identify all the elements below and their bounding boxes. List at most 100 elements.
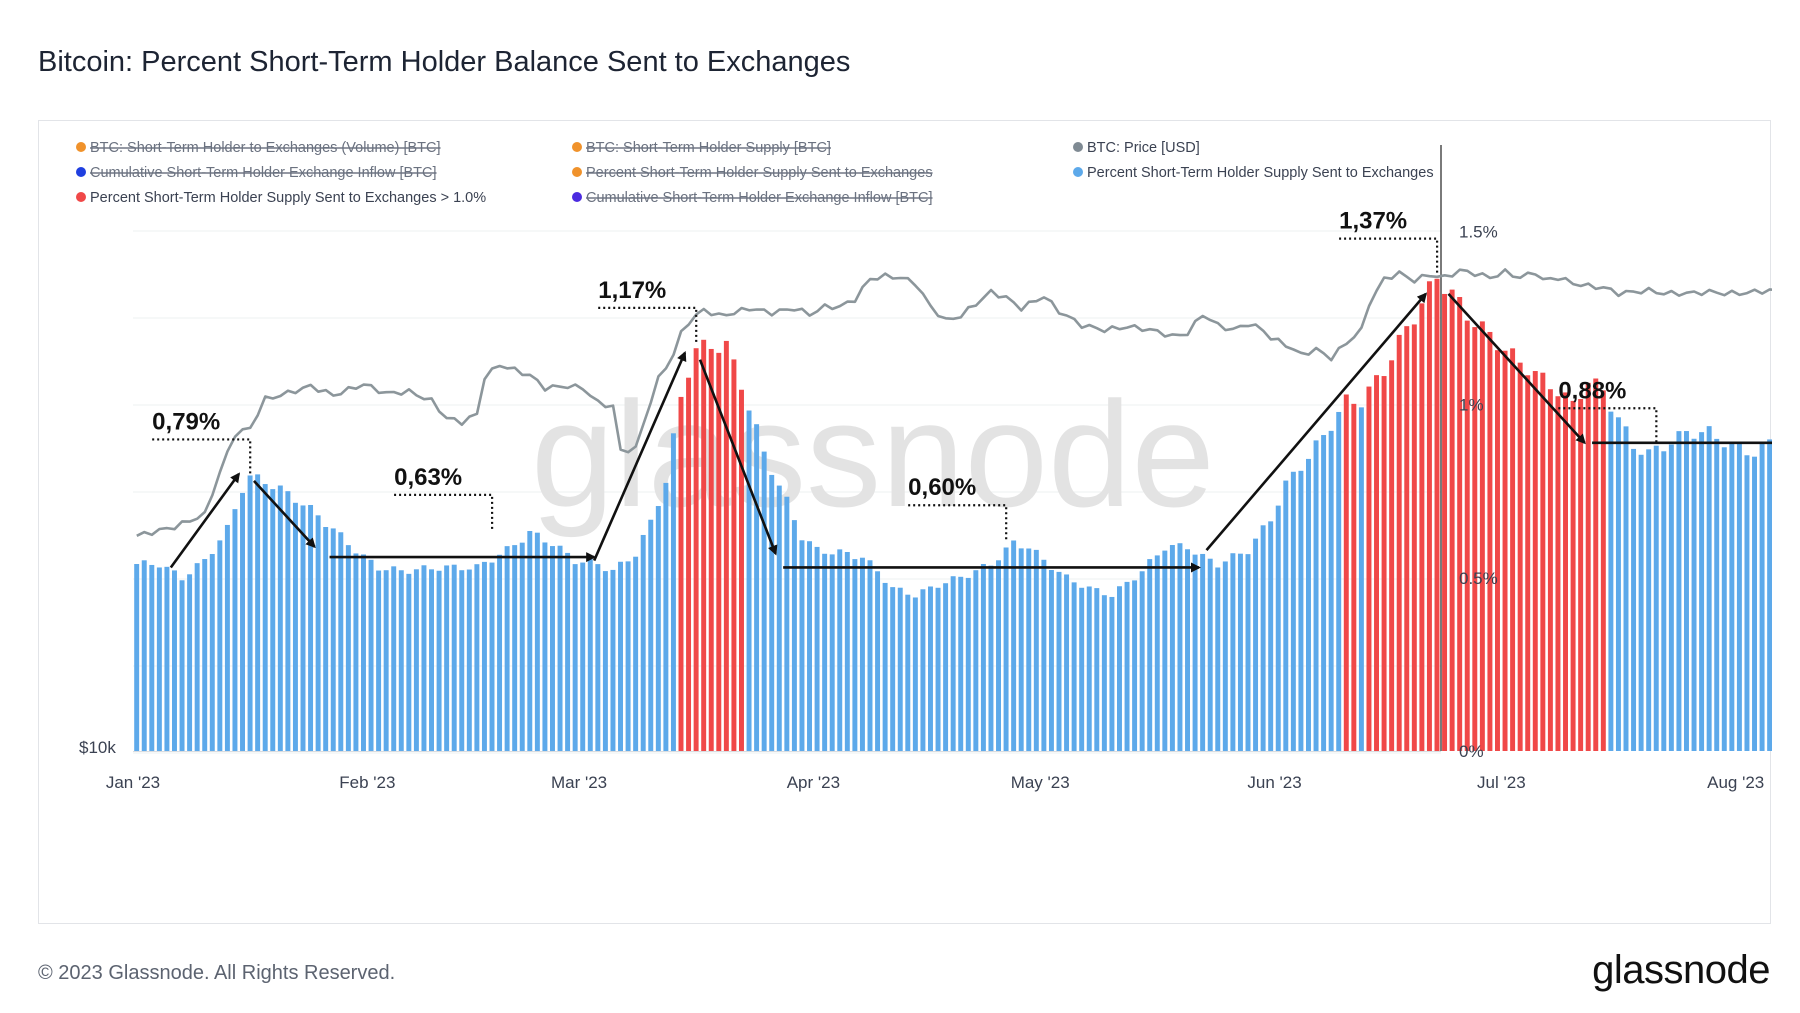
- bar: [1215, 567, 1221, 751]
- bar: [224, 524, 230, 751]
- bar: [958, 576, 964, 751]
- glassnode-logo[interactable]: glassnode: [1592, 948, 1770, 992]
- legend-item[interactable]: BTC: Short-Term Holder Supply [BTC]: [586, 140, 831, 156]
- bar: [1502, 350, 1508, 751]
- bar: [572, 564, 578, 751]
- annotation-bracket: [1339, 237, 1439, 275]
- bar: [1600, 390, 1606, 751]
- bar: [1041, 559, 1047, 751]
- bar: [814, 546, 820, 751]
- bar: [156, 567, 162, 751]
- bar: [1563, 392, 1568, 751]
- bar: [164, 566, 170, 751]
- bar: [1139, 571, 1145, 751]
- bar: [739, 389, 744, 751]
- chart-panel: glassnode 0% 0.5% 1% 1.5% $10k Jan '23 Feb '23 M…: [38, 120, 1772, 924]
- bar: [1668, 444, 1674, 751]
- bar: [1079, 587, 1085, 751]
- bar: [1495, 350, 1500, 751]
- bar: [550, 546, 555, 751]
- bar: [141, 560, 147, 751]
- bar: [791, 520, 797, 751]
- bar: [504, 546, 510, 751]
- bar: [875, 571, 881, 751]
- legend-item[interactable]: Percent Short-Term Holder Supply Sent to…: [586, 165, 933, 181]
- bar: [1306, 458, 1311, 751]
- bar: [1169, 545, 1175, 751]
- bar: [557, 545, 563, 751]
- bar: [1162, 550, 1168, 751]
- bar: [1177, 543, 1183, 751]
- bar: [1434, 278, 1440, 751]
- bar: [1615, 417, 1621, 751]
- annotation-bracket: [1558, 407, 1658, 445]
- annotation-bracket: [152, 438, 252, 476]
- bar: [323, 527, 329, 751]
- chart-canvas: glassnode 0% 0.5% 1% 1.5% $10k Jan '23 Feb '23 M…: [76, 140, 1772, 792]
- bar: [761, 451, 767, 751]
- bar: [965, 577, 971, 751]
- bar: [451, 564, 457, 751]
- bar: [943, 583, 949, 751]
- bar: [1442, 293, 1448, 751]
- bar: [1661, 451, 1667, 751]
- bar: [1336, 411, 1342, 751]
- bar: [1268, 521, 1274, 751]
- bar: [1714, 438, 1720, 751]
- annotation-label: 0,88%: [1558, 377, 1626, 404]
- bar: [1540, 372, 1546, 751]
- watermark-text: glassnode: [531, 370, 1215, 538]
- bar: [837, 549, 843, 751]
- bar: [1343, 394, 1349, 751]
- trend-arrow: [1205, 292, 1428, 551]
- bar: [580, 562, 586, 751]
- x-tick-label: Jan '23: [106, 773, 160, 792]
- bar: [421, 565, 427, 751]
- bar: [610, 569, 616, 751]
- bar: [1419, 303, 1425, 751]
- legend-item[interactable]: Percent Short-Term Holder Supply Sent to…: [1087, 165, 1434, 181]
- bar: [459, 570, 465, 751]
- bar: [640, 534, 646, 751]
- bar: [1638, 454, 1644, 751]
- bar: [1351, 403, 1357, 751]
- bar: [149, 564, 155, 751]
- bar: [1321, 435, 1327, 751]
- bar: [1313, 440, 1319, 751]
- bar: [769, 474, 775, 751]
- bar: [1192, 554, 1198, 751]
- legend-swatch: [572, 142, 582, 152]
- legend-item[interactable]: BTC: Short-Term Holder to Exchanges (Vol…: [90, 140, 441, 156]
- bar: [232, 509, 238, 751]
- bar: [194, 563, 200, 751]
- bar: [912, 597, 918, 751]
- bar: [1684, 431, 1689, 751]
- bar: [315, 515, 321, 751]
- bar: [1479, 321, 1485, 751]
- legend-swatch: [572, 192, 582, 202]
- bar: [618, 561, 623, 751]
- bar: [1283, 480, 1289, 751]
- legend-item[interactable]: Percent Short-Term Holder Supply Sent to…: [90, 190, 486, 206]
- bar: [708, 348, 714, 751]
- bar: [474, 564, 480, 751]
- page-title: Bitcoin: Percent Short-Term Holder Balan…: [38, 46, 851, 78]
- bar: [1358, 407, 1364, 751]
- legend-item[interactable]: Cumulative Short-Term Holder Exchange In…: [90, 165, 437, 181]
- legend-swatch: [76, 167, 86, 177]
- bar: [1109, 596, 1115, 751]
- bar: [1547, 389, 1553, 751]
- bar: [1744, 455, 1750, 751]
- bar: [1389, 360, 1395, 751]
- legend-item[interactable]: Cumulative Short-Term Holder Exchange In…: [586, 190, 933, 206]
- bar: [1623, 426, 1629, 751]
- legend-item[interactable]: BTC: Price [USD]: [1087, 140, 1200, 156]
- x-tick-label: Feb '23: [339, 773, 395, 792]
- bar: [134, 564, 140, 751]
- bar: [587, 559, 593, 751]
- bar: [383, 570, 389, 751]
- bar: [1048, 569, 1054, 751]
- bar: [1230, 553, 1236, 751]
- bar: [391, 566, 397, 751]
- bar: [754, 424, 760, 751]
